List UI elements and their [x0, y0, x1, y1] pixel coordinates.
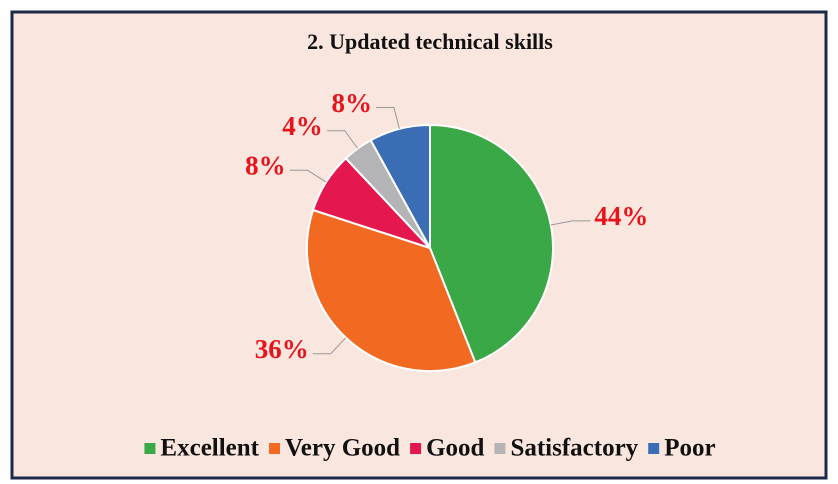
legend-marker [494, 443, 506, 454]
data-label: 36% [255, 334, 309, 364]
legend-marker [144, 443, 156, 454]
chart-title: 2. Updated technical skills [307, 29, 553, 54]
pie-slice [369, 123, 431, 249]
legend-label: Satisfactory [510, 435, 638, 462]
legend-label: Very Good [285, 435, 400, 462]
pie-slice [306, 208, 477, 372]
data-label: 4% [282, 111, 323, 141]
leader-line [550, 220, 591, 226]
leader-line [289, 169, 327, 183]
data-label: 8% [245, 151, 286, 181]
legend-label: Excellent [160, 435, 259, 462]
data-label: 8% [331, 88, 372, 118]
leader-line [375, 107, 400, 129]
legend-marker [269, 443, 281, 454]
legend-marker [648, 443, 660, 454]
data-label: 44% [594, 201, 648, 231]
leader-line [312, 337, 347, 355]
legend-marker [410, 443, 422, 454]
legend-label: Good [426, 435, 484, 462]
leader-line [326, 130, 359, 149]
pie-slice [429, 123, 555, 364]
legend-label: Poor [664, 435, 715, 462]
